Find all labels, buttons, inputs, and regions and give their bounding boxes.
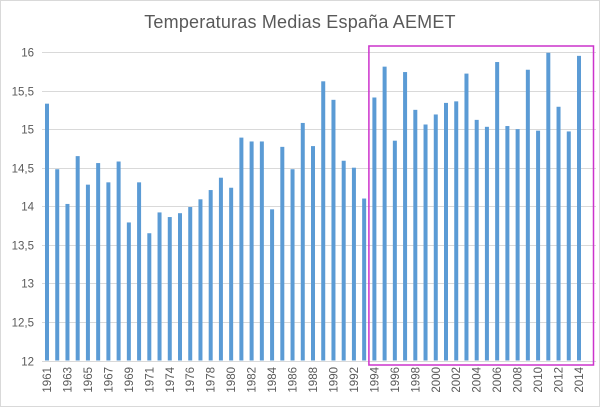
x-tick-label: 1982: [247, 367, 259, 393]
bar-1971: [147, 233, 152, 361]
x-tick-label: 1984: [267, 366, 279, 392]
y-axis-labels: 12 12,5 13 13,5 14 14,5 15 15,5 16: [12, 48, 35, 369]
bar-1961: [45, 103, 49, 361]
bar-1979: [218, 177, 223, 361]
x-tick-label: 1990: [328, 367, 340, 393]
bar-2005: [484, 126, 489, 361]
bar-1998: [413, 109, 418, 361]
x-tick-label: 1992: [349, 367, 361, 393]
x-tick-label: 1996: [390, 367, 402, 393]
bar-1963: [65, 203, 70, 361]
bar-2001: [444, 102, 448, 361]
bar-2002: [454, 101, 459, 361]
bar-1970: [137, 182, 142, 361]
x-tick-label: 1978: [206, 367, 218, 393]
x-tick-label: 1961: [42, 367, 54, 393]
bar-1968: [116, 161, 121, 361]
bar-1976: [188, 207, 193, 361]
bar-1978: [208, 190, 213, 361]
bar-1991: [341, 160, 346, 361]
bar-2004: [474, 119, 479, 361]
bar-1966: [96, 163, 101, 361]
x-tick-label: 2012: [554, 367, 566, 393]
y-tick-label: 14,5: [12, 164, 34, 176]
bar-1985: [280, 146, 285, 361]
bar-1984: [270, 209, 275, 361]
bar-1987: [300, 122, 305, 361]
bar-1980: [229, 187, 234, 361]
bar-2008: [515, 129, 520, 361]
x-tick-label: 2008: [513, 367, 525, 393]
x-tick-label: 2010: [533, 367, 545, 393]
bar-1997: [403, 72, 408, 361]
bar-2003: [464, 73, 469, 361]
bar-1995: [382, 66, 387, 361]
x-tick-label: 1967: [103, 367, 115, 393]
x-tick-label: 1980: [226, 367, 238, 393]
bar-1962: [55, 169, 60, 361]
bar-1996: [392, 140, 397, 361]
x-tick-label: 1963: [62, 367, 74, 393]
x-tick-label: 1969: [124, 367, 136, 393]
bar-1964: [75, 156, 80, 361]
y-tick-label: 13: [21, 279, 34, 291]
bar-2010: [536, 130, 541, 361]
y-tick-label: 15: [21, 125, 34, 137]
x-axis-labels: 1961 1963 1965 1967 1969 1971 1974 1976 1978 1980…: [42, 366, 586, 392]
bar-1990: [331, 99, 336, 361]
bars: [45, 52, 581, 361]
bar-2006: [495, 62, 500, 361]
x-tick-label: 2006: [492, 367, 504, 393]
y-tick-label: 12,5: [12, 318, 34, 330]
x-tick-label: 2000: [431, 367, 443, 393]
y-tick-label: 12: [21, 357, 34, 369]
bar-1993: [362, 198, 367, 361]
x-tick-label: 1986: [288, 367, 300, 393]
chart-title: Temperaturas Medias España AEMET: [144, 12, 456, 32]
bar-2012: [556, 106, 561, 361]
bar-1965: [85, 184, 90, 361]
x-tick-label: 2002: [451, 367, 463, 393]
gridlines: [42, 52, 596, 362]
annotations: [368, 45, 595, 366]
bar-1967: [106, 182, 111, 361]
x-tick-label: 2014: [574, 366, 586, 392]
bar-1972: [157, 212, 162, 361]
bar-1992: [351, 167, 356, 361]
bar-2014: [577, 55, 581, 361]
bar-2007: [505, 126, 510, 361]
y-tick-label: 13,5: [12, 241, 34, 253]
x-tick-label: 1976: [185, 367, 197, 393]
bar-1994: [372, 97, 377, 361]
bar-1982: [249, 141, 254, 361]
y-tick-label: 15,5: [12, 87, 34, 99]
bar-1975: [178, 213, 182, 361]
x-tick-label: 1971: [144, 367, 156, 393]
x-tick-label: 2004: [472, 366, 484, 392]
bar-1977: [198, 199, 203, 361]
bar-1999: [423, 124, 428, 361]
y-tick-label: 14: [21, 202, 34, 214]
x-tick-label: 1974: [165, 366, 177, 392]
bar-2013: [566, 131, 571, 361]
bar-1981: [239, 137, 244, 361]
bar-1969: [126, 222, 131, 361]
y-tick-label: 16: [21, 48, 34, 60]
x-tick-label: 1965: [83, 367, 95, 393]
bar-2011: [546, 52, 551, 361]
x-tick-label: 1998: [410, 367, 422, 393]
bar-2000: [433, 114, 438, 361]
bar-1983: [259, 141, 264, 361]
highlight-rectangle: [368, 45, 595, 366]
bar-1988: [311, 146, 315, 361]
bar-1974: [167, 217, 172, 361]
bar-2009: [525, 69, 530, 361]
bar-1989: [321, 81, 326, 361]
x-tick-label: 1988: [308, 367, 320, 393]
bar-1986: [290, 169, 295, 361]
x-tick-label: 1994: [369, 366, 381, 392]
